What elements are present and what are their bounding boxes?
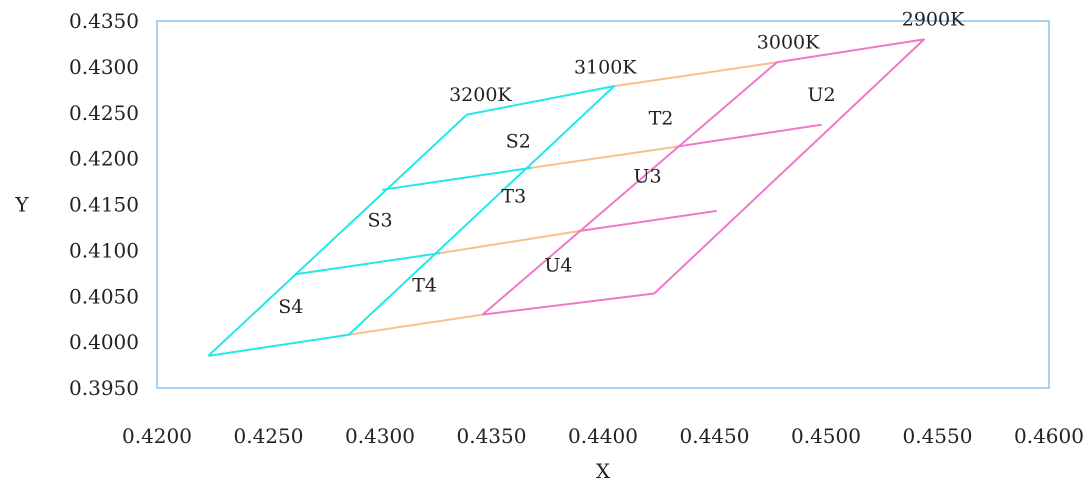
plot-frame — [156, 20, 1050, 389]
annotation-label: 2900K — [902, 9, 965, 31]
annotation-label: S3 — [367, 210, 392, 232]
x-tick-label: 0.4200 — [122, 424, 192, 448]
series-line-u — [578, 209, 717, 233]
series-line-t — [531, 145, 677, 169]
annotation-label: U2 — [807, 84, 835, 106]
x-tick-label: 0.4500 — [791, 424, 861, 448]
y-tick-label: 0.4200 — [69, 147, 139, 171]
x-tick-label: 0.4300 — [345, 424, 415, 448]
x-axis-title: X — [596, 459, 611, 483]
y-tick-label: 0.3950 — [69, 376, 139, 400]
x-tick-labels: 0.4200 0.4250 0.4300 0.4350 0.4400 0.4450 0.45… — [122, 424, 1084, 448]
y-tick-label: 0.4100 — [69, 238, 139, 262]
annotation-label: T3 — [501, 186, 526, 208]
y-tick-label: 0.4150 — [69, 193, 139, 217]
y-axis-title: Y — [14, 193, 29, 217]
x-tick-label: 0.4250 — [234, 424, 304, 448]
x-tick-label: 0.4350 — [457, 424, 527, 448]
annotation-label: T4 — [412, 275, 437, 297]
series-line-t — [440, 230, 579, 255]
annotation-label: 3200K — [449, 84, 512, 106]
annotation-label: S2 — [506, 131, 531, 153]
x-tick-label: 0.4400 — [568, 424, 638, 448]
series-lines — [207, 38, 926, 357]
series-line-t — [348, 313, 483, 336]
series-line-u — [676, 123, 822, 148]
annotation-label: T2 — [649, 108, 674, 130]
series-line-s — [295, 252, 441, 276]
annotation-label: S4 — [278, 296, 303, 318]
y-tick-label: 0.4350 — [69, 9, 139, 33]
y-tick-labels: 0.3950 0.4000 0.4050 0.4100 0.4150 0.4200 0.42… — [69, 9, 139, 400]
series-line-s — [382, 166, 532, 191]
series-line-s — [207, 85, 616, 357]
annotation-label: U3 — [634, 165, 662, 187]
annotations: 3200K 3100K 3000K 2900K S2 T2 U2 S3 T3 U3 S4 T4 U4 — [278, 9, 965, 318]
y-tick-label: 0.4050 — [69, 284, 139, 308]
y-tick-label: 0.4300 — [69, 55, 139, 79]
series-line-t — [614, 61, 778, 88]
y-tick-label: 0.4250 — [69, 101, 139, 125]
y-tick-label: 0.4000 — [69, 330, 139, 354]
annotation-label: U4 — [544, 254, 572, 276]
annotation-label: 3100K — [574, 56, 637, 78]
annotation-label: 3000K — [757, 32, 820, 54]
x-tick-label: 0.4550 — [903, 424, 973, 448]
x-tick-label: 0.4600 — [1014, 424, 1084, 448]
x-tick-label: 0.4450 — [680, 424, 750, 448]
